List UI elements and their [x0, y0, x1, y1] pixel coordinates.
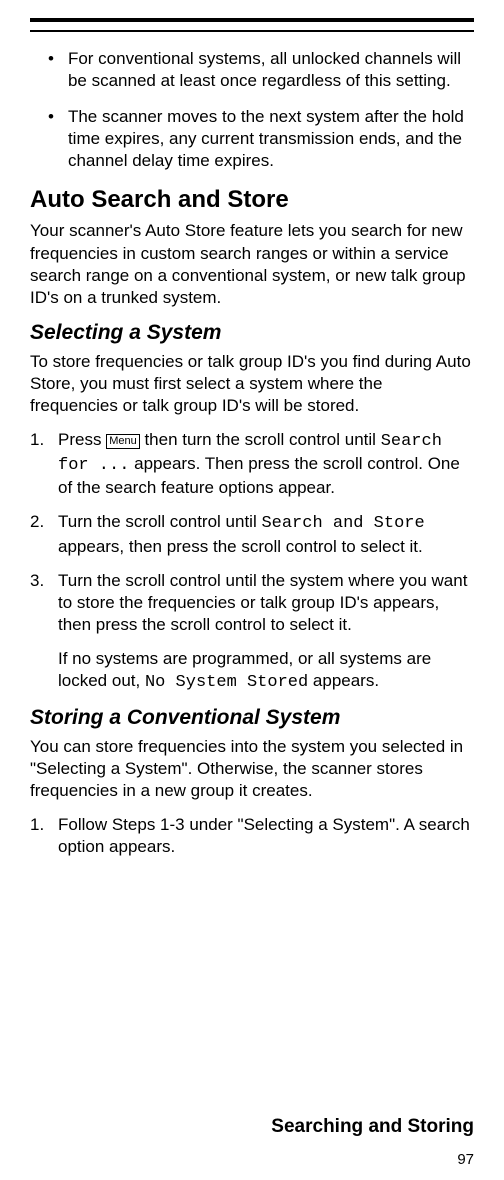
mono-text: No System Stored: [145, 673, 308, 692]
step-3: 3. Turn the scroll control until the sys…: [30, 570, 474, 636]
mono-text: Search and Store: [261, 514, 424, 533]
step-body: Follow Steps 1-3 under "Selecting a Syst…: [58, 814, 474, 858]
step-text: appears, then press the scroll control t…: [58, 537, 423, 556]
bullet-text: The scanner moves to the next system aft…: [68, 106, 474, 172]
step-number: 1.: [30, 429, 58, 499]
bullet-item: • The scanner moves to the next system a…: [48, 106, 474, 172]
step-body: Turn the scroll control until Search and…: [58, 511, 474, 557]
footer-section-title: Searching and Storing: [271, 1116, 474, 1138]
step-body: Press Menu then turn the scroll control …: [58, 429, 474, 499]
bullet-dot: •: [48, 48, 54, 92]
menu-key-icon: Menu: [106, 434, 140, 449]
heading-auto-search: Auto Search and Store: [30, 186, 474, 214]
top-rule-thin: [30, 30, 474, 32]
step-number: 3.: [30, 570, 58, 636]
top-rule-thick: [30, 18, 474, 22]
step-number: 2.: [30, 511, 58, 557]
heading-selecting-system: Selecting a System: [30, 321, 474, 345]
page-number: 97: [457, 1151, 474, 1168]
step-text: Turn the scroll control until: [58, 512, 261, 531]
storing-intro: You can store frequencies into the syste…: [30, 736, 474, 802]
intro-paragraph: Your scanner's Auto Store feature lets y…: [30, 220, 474, 308]
step-text: then turn the scroll control until: [140, 430, 381, 449]
note-text: appears.: [308, 671, 379, 690]
bullet-item: • For conventional systems, all unlocked…: [48, 48, 474, 92]
bullet-dot: •: [48, 106, 54, 172]
step-body: Turn the scroll control until the system…: [58, 570, 474, 636]
step-1: 1. Press Menu then turn the scroll contr…: [30, 429, 474, 499]
step-note: If no systems are programmed, or all sys…: [58, 648, 474, 694]
step-number: 1.: [30, 814, 58, 858]
heading-storing-conventional: Storing a Conventional System: [30, 706, 474, 730]
bullet-text: For conventional systems, all unlocked c…: [68, 48, 474, 92]
step-2: 2. Turn the scroll control until Search …: [30, 511, 474, 557]
storing-step-1: 1. Follow Steps 1-3 under "Selecting a S…: [30, 814, 474, 858]
step-text: Press: [58, 430, 106, 449]
selecting-intro: To store frequencies or talk group ID's …: [30, 351, 474, 417]
